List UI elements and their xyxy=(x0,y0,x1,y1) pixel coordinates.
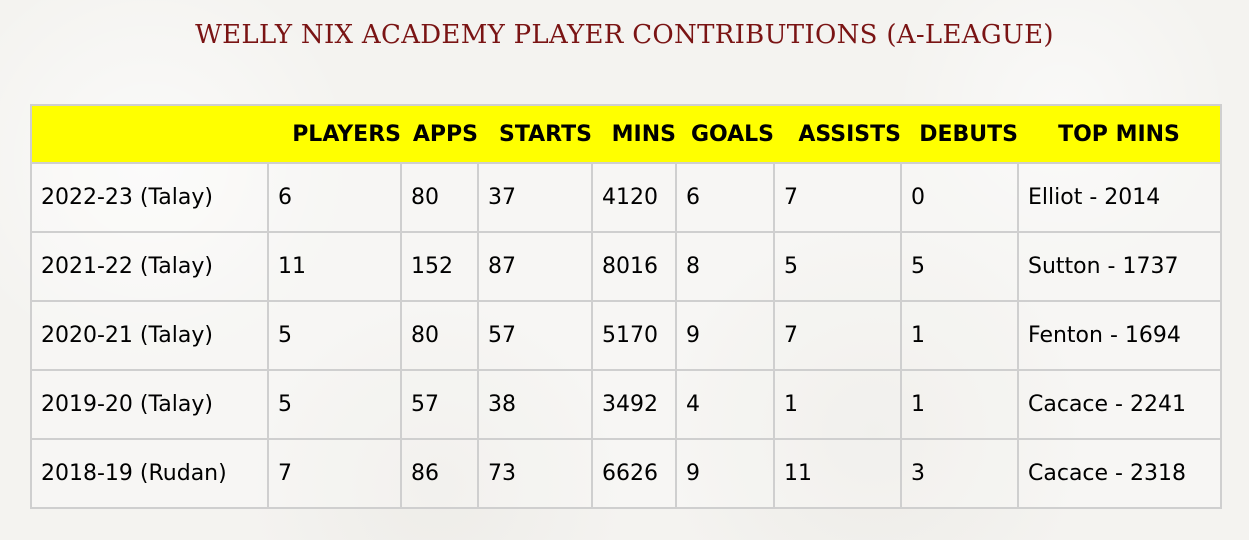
cell-goals: 9 xyxy=(675,438,775,509)
cell-debuts: 1 xyxy=(900,369,1019,440)
cell-season: 2019-20 (Talay) xyxy=(30,369,269,440)
cell-season: 2018-19 (Rudan) xyxy=(30,438,269,509)
table-row: 2018-19 (Rudan) 7 86 73 6626 9 11 3 Caca… xyxy=(30,438,1222,509)
cell-top-mins: Sutton - 1737 xyxy=(1017,231,1222,302)
header-mins: MINS xyxy=(592,104,676,164)
cell-starts: 87 xyxy=(477,231,593,302)
header-players: PLAYERS xyxy=(268,104,401,164)
header-debuts: DEBUTS xyxy=(901,104,1018,164)
table-row: 2019-20 (Talay) 5 57 38 3492 4 1 1 Cacac… xyxy=(30,369,1222,440)
header-starts: STARTS xyxy=(478,104,592,164)
cell-assists: 5 xyxy=(773,231,902,302)
cell-debuts: 1 xyxy=(900,300,1019,371)
header-goals: GOALS xyxy=(676,104,774,164)
cell-starts: 73 xyxy=(477,438,593,509)
cell-assists: 7 xyxy=(773,300,902,371)
cell-season: 2021-22 (Talay) xyxy=(30,231,269,302)
header-top-mins: TOP MINS xyxy=(1018,104,1222,164)
header-apps: APPS xyxy=(401,104,478,164)
contributions-table: PLAYERS APPS STARTS MINS GOALS ASSISTS D… xyxy=(30,104,1222,509)
cell-season: 2022-23 (Talay) xyxy=(30,162,269,233)
cell-apps: 152 xyxy=(400,231,479,302)
cell-apps: 86 xyxy=(400,438,479,509)
cell-assists: 11 xyxy=(773,438,902,509)
cell-players: 7 xyxy=(267,438,402,509)
table-row: 2020-21 (Talay) 5 80 57 5170 9 7 1 Fento… xyxy=(30,300,1222,371)
cell-top-mins: Cacace - 2241 xyxy=(1017,369,1222,440)
table-row: 2022-23 (Talay) 6 80 37 4120 6 7 0 Ellio… xyxy=(30,162,1222,233)
cell-players: 5 xyxy=(267,369,402,440)
header-season xyxy=(30,104,268,164)
cell-top-mins: Elliot - 2014 xyxy=(1017,162,1222,233)
cell-mins: 6626 xyxy=(591,438,677,509)
cell-apps: 57 xyxy=(400,369,479,440)
cell-debuts: 5 xyxy=(900,231,1019,302)
cell-apps: 80 xyxy=(400,300,479,371)
cell-mins: 5170 xyxy=(591,300,677,371)
header-row: PLAYERS APPS STARTS MINS GOALS ASSISTS D… xyxy=(30,104,1222,164)
cell-goals: 4 xyxy=(675,369,775,440)
header-assists: ASSISTS xyxy=(774,104,901,164)
cell-assists: 7 xyxy=(773,162,902,233)
cell-top-mins: Fenton - 1694 xyxy=(1017,300,1222,371)
cell-starts: 38 xyxy=(477,369,593,440)
cell-debuts: 3 xyxy=(900,438,1019,509)
cell-mins: 8016 xyxy=(591,231,677,302)
cell-starts: 57 xyxy=(477,300,593,371)
cell-mins: 3492 xyxy=(591,369,677,440)
cell-goals: 8 xyxy=(675,231,775,302)
cell-season: 2020-21 (Talay) xyxy=(30,300,269,371)
cell-assists: 1 xyxy=(773,369,902,440)
cell-apps: 80 xyxy=(400,162,479,233)
cell-starts: 37 xyxy=(477,162,593,233)
cell-top-mins: Cacace - 2318 xyxy=(1017,438,1222,509)
cell-players: 5 xyxy=(267,300,402,371)
cell-players: 11 xyxy=(267,231,402,302)
cell-mins: 4120 xyxy=(591,162,677,233)
cell-debuts: 0 xyxy=(900,162,1019,233)
table-row: 2021-22 (Talay) 11 152 87 8016 8 5 5 Sut… xyxy=(30,231,1222,302)
cell-players: 6 xyxy=(267,162,402,233)
page-title: WELLY NIX ACADEMY PLAYER CONTRIBUTIONS (… xyxy=(195,20,1054,50)
cell-goals: 9 xyxy=(675,300,775,371)
cell-goals: 6 xyxy=(675,162,775,233)
